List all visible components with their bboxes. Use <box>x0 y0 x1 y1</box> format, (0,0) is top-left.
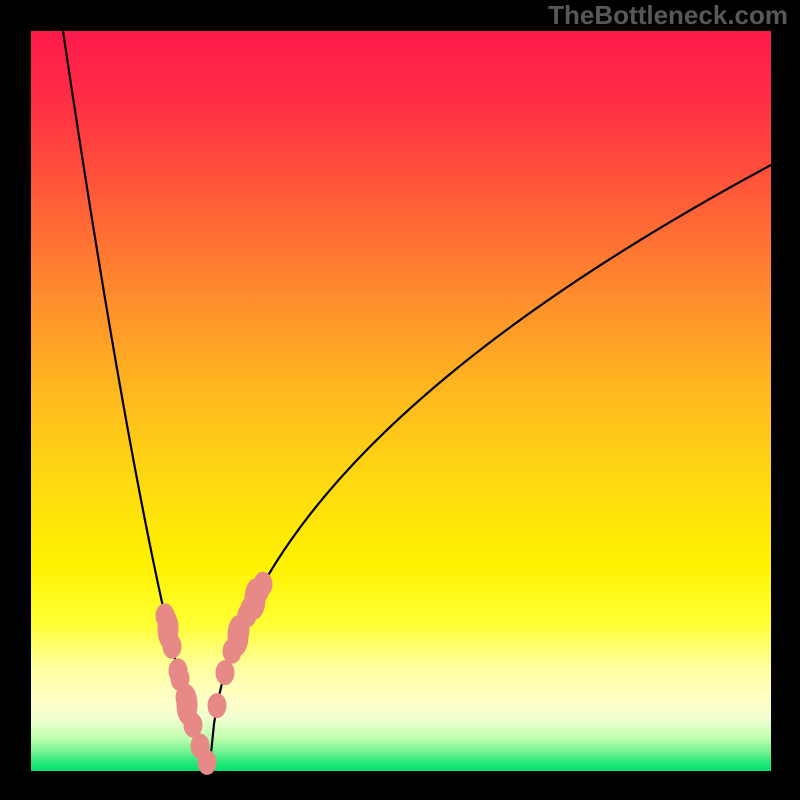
data-marker <box>208 694 226 718</box>
chart-svg <box>0 0 800 800</box>
chart-root: TheBottleneck.com <box>0 0 800 800</box>
data-marker <box>216 661 234 685</box>
data-marker <box>198 750 216 774</box>
marker-group <box>156 572 272 774</box>
data-marker <box>163 634 181 658</box>
watermark-text: TheBottleneck.com <box>548 0 788 31</box>
data-marker <box>254 572 272 596</box>
